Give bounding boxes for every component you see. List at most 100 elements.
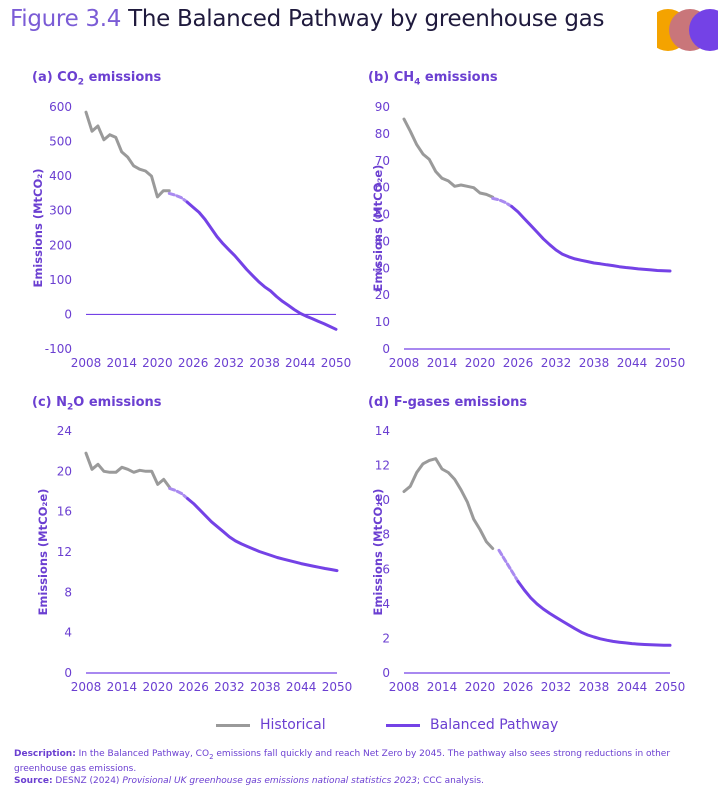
x-tick-label: 2020 — [142, 680, 173, 694]
source-label: Source: — [14, 775, 53, 786]
legend-pathway: Balanced Pathway — [386, 717, 558, 733]
series-pathway-line — [510, 205, 672, 273]
y-tick-label: 4 — [382, 597, 390, 611]
y-tick-label: 2 — [382, 631, 390, 645]
y-tick-label: 10 — [375, 493, 390, 507]
panel-title-co2-suffix: emissions — [84, 70, 162, 85]
y-tick-label: 24 — [57, 424, 72, 438]
source-text-2: ; CCC analysis. — [417, 775, 484, 786]
x-tick-label: 2014 — [427, 356, 458, 370]
x-tick-label: 2038 — [579, 356, 610, 370]
x-tick-label: 2044 — [617, 356, 648, 370]
series-pathway-transition-line — [497, 548, 520, 583]
chart-panel-ch4: 0 10 20 30 40 50 60 70 80 90 2008 2014 2020 2026 2032 2… — [371, 100, 685, 370]
series-pathway-transition-line — [491, 196, 514, 208]
series-pathway-line — [516, 579, 672, 647]
series-historical-line — [402, 117, 495, 199]
x-tick-label: 2038 — [250, 680, 281, 694]
description-label: Description: — [14, 749, 76, 759]
series-pathway-line — [185, 200, 338, 331]
x-tick-label: 2020 — [465, 356, 496, 370]
description-text-1: In the Balanced Pathway, CO — [75, 749, 210, 759]
panel-title-ch4: (b) CH4 emissions — [368, 70, 498, 88]
x-tick-label: 2008 — [389, 680, 420, 694]
panel-title-n2o: (c) N2O emissions — [32, 395, 162, 413]
figure-title: Figure 3.4 The Balanced Pathway by green… — [10, 6, 604, 32]
y-tick-label: 300 — [49, 204, 72, 218]
series-pathway-transition-line — [167, 191, 189, 204]
x-tick-label: 2032 — [214, 680, 245, 694]
y-axis-label: Emissions (MtCO₂e) — [371, 165, 385, 292]
x-tick-label: 2032 — [541, 680, 572, 694]
panel-title-co2-sub: 2 — [77, 77, 85, 88]
y-tick-label: 6 — [382, 562, 390, 576]
source-italic: Provisional UK greenhouse gas emissions … — [122, 775, 418, 786]
y-tick-label: 80 — [375, 127, 390, 141]
y-tick-label: 500 — [49, 135, 72, 149]
y-tick-label: 0 — [382, 666, 390, 680]
x-tick-label: 2008 — [389, 356, 420, 370]
x-tick-label: 2044 — [617, 680, 648, 694]
chart-panel-fgas: 0 2 4 6 8 10 12 14 2008 2014 2020 2026 2032 2038 2044 2… — [371, 424, 685, 694]
y-tick-label: 0 — [64, 307, 72, 321]
source-line: Source: DESNZ (2024) Provisional UK gree… — [14, 775, 710, 787]
source-text-1: DESNZ (2024) — [52, 775, 123, 786]
x-tick-label: 2044 — [285, 356, 316, 370]
x-tick-label: 2032 — [214, 356, 245, 370]
panel-title-ch4-sub: 4 — [414, 77, 421, 88]
x-tick-label: 2008 — [71, 356, 102, 370]
series-pathway-line — [186, 497, 339, 573]
series-historical-line — [402, 457, 495, 550]
y-tick-label: 4 — [64, 626, 72, 640]
y-tick-label: 60 — [375, 181, 390, 195]
x-tick-label: 2032 — [541, 356, 572, 370]
x-tick-label: 2038 — [579, 680, 610, 694]
y-tick-label: 600 — [49, 100, 72, 114]
x-tick-label: 2050 — [322, 680, 353, 694]
x-tick-label: 2020 — [142, 356, 173, 370]
panel-title-fgas-text: (d) F-gases emissions — [368, 395, 528, 410]
y-tick-label: 400 — [49, 169, 72, 183]
x-tick-label: 2050 — [655, 680, 686, 694]
panel-title-co2: (a) CO2 emissions — [32, 70, 161, 88]
panel-title-fgas: (d) F-gases emissions — [368, 395, 527, 410]
x-tick-label: 2014 — [106, 356, 137, 370]
x-tick-label: 2014 — [427, 680, 458, 694]
y-tick-label: 16 — [57, 505, 72, 519]
panel-title-n2o-sub: 2 — [67, 402, 74, 413]
y-axis-label: Emissions (MtCO₂) — [31, 168, 45, 287]
y-tick-label: 20 — [57, 464, 72, 478]
chart-panel-n2o: 0 4 8 12 16 20 24 2008 2014 2020 2026 2032 2038 2044 2… — [36, 424, 352, 694]
panel-title-ch4-suffix: emissions — [420, 70, 498, 85]
description-line: Description: In the Balanced Pathway, CO… — [14, 748, 710, 775]
chart-panel-co2: -100 0 100 200 300 400 500 600 2008 2014 2020 2026 2… — [31, 100, 351, 370]
legend-historical-label: Historical — [260, 717, 326, 733]
x-tick-label: 2026 — [503, 680, 534, 694]
panel-title-n2o-prefix: (c) N — [32, 395, 67, 410]
y-tick-label: 90 — [375, 100, 390, 114]
y-tick-label: 30 — [375, 261, 390, 275]
panel-title-co2-prefix: (a) CO — [32, 70, 78, 85]
series-historical-line — [84, 451, 172, 489]
ccc-logo-icon — [646, 8, 718, 52]
x-tick-label: 2038 — [249, 356, 280, 370]
y-tick-label: 200 — [49, 238, 72, 252]
x-tick-label: 2050 — [321, 356, 352, 370]
legend-pathway-label: Balanced Pathway — [430, 717, 559, 733]
y-tick-label: 8 — [382, 528, 390, 542]
x-tick-label: 2050 — [655, 356, 686, 370]
legend-historical-swatch — [216, 723, 250, 727]
x-tick-label: 2014 — [107, 680, 138, 694]
y-axis-label: Emissions (MtCO₂e) — [371, 489, 385, 616]
y-tick-label: 0 — [64, 666, 72, 680]
y-tick-label: -100 — [45, 342, 72, 356]
y-tick-label: 14 — [375, 424, 390, 438]
series-pathway-transition-line — [168, 487, 190, 501]
figure-number: Figure 3.4 — [10, 6, 122, 32]
legend-historical: Historical — [216, 717, 330, 733]
x-tick-label: 2008 — [71, 680, 102, 694]
panel-title-ch4-prefix: (b) CH — [368, 70, 415, 85]
y-tick-label: 0 — [382, 342, 390, 356]
y-tick-label: 40 — [375, 234, 390, 248]
